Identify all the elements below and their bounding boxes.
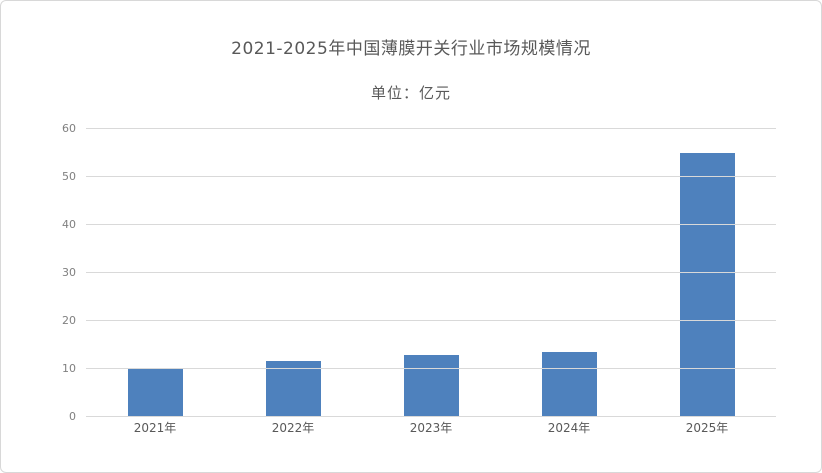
y-tick-label-0: 0 (69, 410, 76, 423)
chart-title: 2021-2025年中国薄膜开关行业市场规模情况 (231, 39, 591, 59)
x-axis: 2021年 2022年 2023年 2024年 2025年 (86, 420, 776, 440)
gridline-50 (86, 176, 776, 177)
y-tick-label-20: 20 (62, 314, 76, 327)
gridline-40 (86, 224, 776, 225)
bar-slot-2023年 (362, 129, 500, 417)
bar-series (86, 129, 776, 417)
gridline-30 (86, 272, 776, 273)
y-tick-label-50: 50 (62, 170, 76, 183)
bar-2025年 (679, 153, 735, 417)
bar-slot-2025年 (638, 129, 776, 417)
gridline-20 (86, 320, 776, 321)
x-tick-label-2025年: 2025年 (685, 421, 729, 435)
y-tick-label-30: 30 (62, 266, 76, 279)
x-tick-label-2022年: 2022年 (271, 421, 315, 435)
plot-area (86, 128, 776, 417)
x-tick-label-2024年: 2024年 (547, 421, 591, 435)
bar-slot-2021年 (86, 129, 224, 417)
bar-slot-2024年 (500, 129, 638, 417)
y-tick-label-10: 10 (62, 362, 76, 375)
bar-slot-2022年 (224, 129, 362, 417)
y-tick-label-60: 60 (62, 122, 76, 135)
bar-2023年 (403, 355, 459, 417)
bar-2022年 (265, 361, 321, 417)
x-tick-label-2023年: 2023年 (409, 421, 453, 435)
y-axis: 0 10 20 30 40 50 60 (1, 122, 76, 423)
y-tick-label-40: 40 (62, 218, 76, 231)
chart-subtitle: 单位：亿元 (370, 84, 451, 102)
bar-2024年 (541, 351, 597, 417)
gridline-10 (86, 368, 776, 369)
gridline-60 (86, 128, 776, 129)
bar-2021年 (127, 367, 183, 417)
gridline-0 (86, 416, 776, 417)
x-tick-label-2021年: 2021年 (133, 421, 177, 435)
